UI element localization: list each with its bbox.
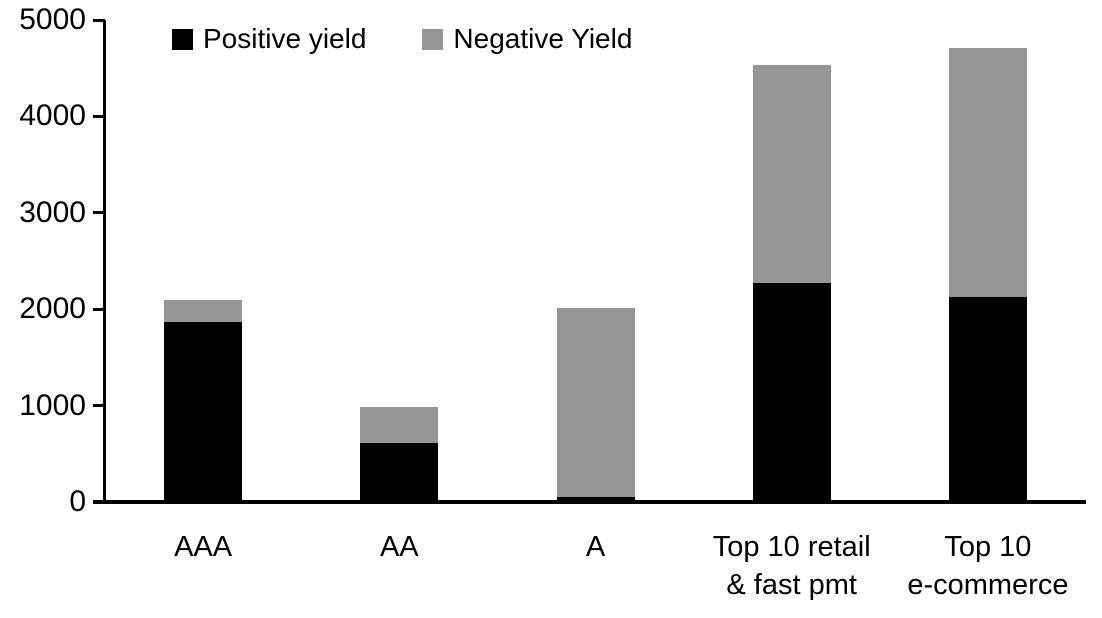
- bar-group: [948, 47, 1027, 502]
- legend-label: Positive yield: [203, 23, 367, 54]
- bar-segment-positive-yield: [556, 497, 635, 502]
- bar-segment-negative-yield: [752, 65, 831, 284]
- y-axis-tick: [93, 211, 105, 215]
- y-axis-tick-label: 0: [69, 485, 86, 518]
- x-axis-label-line: e-commerce: [907, 569, 1069, 601]
- y-axis-tick: [93, 404, 105, 408]
- y-axis-tick-label: 4000: [19, 99, 86, 133]
- x-axis-label-line: & fast pmt: [726, 569, 857, 601]
- bar-group: [164, 299, 243, 502]
- legend-label: Negative Yield: [453, 23, 633, 54]
- chart-legend: Positive yield Negative Yield: [172, 22, 632, 56]
- x-axis-label-line: Top 10: [944, 531, 1032, 563]
- bar-segment-negative-yield: [556, 308, 635, 498]
- bar-group: [360, 406, 439, 502]
- x-axis-label: Top 10 retail & fast pmt: [694, 528, 890, 604]
- bar-segment-positive-yield: [752, 283, 831, 502]
- y-axis-line: [103, 20, 106, 504]
- bar-group: [556, 308, 635, 502]
- x-axis-label: AA: [301, 528, 497, 566]
- y-axis-tick: [93, 307, 105, 311]
- x-axis-label-line: AAA: [174, 531, 233, 563]
- x-axis-label-line: A: [585, 531, 606, 563]
- legend-swatch-icon: [172, 28, 193, 50]
- legend-item: Positive yield: [172, 22, 366, 56]
- y-axis-tick-label: 3000: [19, 195, 86, 229]
- legend-item: Negative Yield: [422, 22, 632, 56]
- bar-group: [752, 65, 831, 502]
- x-axis-label: Top 10 e-commerce: [890, 528, 1086, 604]
- y-axis-tick: [93, 18, 105, 22]
- y-axis-tick-label: 1000: [19, 388, 86, 422]
- x-axis-line: [93, 500, 1086, 504]
- bar-segment-negative-yield: [164, 299, 243, 322]
- bar-segment-positive-yield: [948, 296, 1027, 502]
- bar-segment-positive-yield: [164, 321, 243, 502]
- x-axis-label-line: Top 10 retail: [712, 531, 871, 563]
- x-axis-label: A: [497, 528, 693, 566]
- x-axis-label-line: AA: [379, 531, 419, 563]
- y-axis-tick: [93, 114, 105, 118]
- x-axis-label: AAA: [105, 528, 301, 566]
- y-axis-tick-label: 5000: [19, 3, 86, 36]
- y-axis-tick-label: 2000: [19, 292, 86, 326]
- bar-segment-negative-yield: [948, 47, 1027, 297]
- bar-segment-negative-yield: [360, 406, 439, 444]
- legend-swatch-icon: [422, 28, 444, 50]
- bar-segment-positive-yield: [360, 443, 439, 502]
